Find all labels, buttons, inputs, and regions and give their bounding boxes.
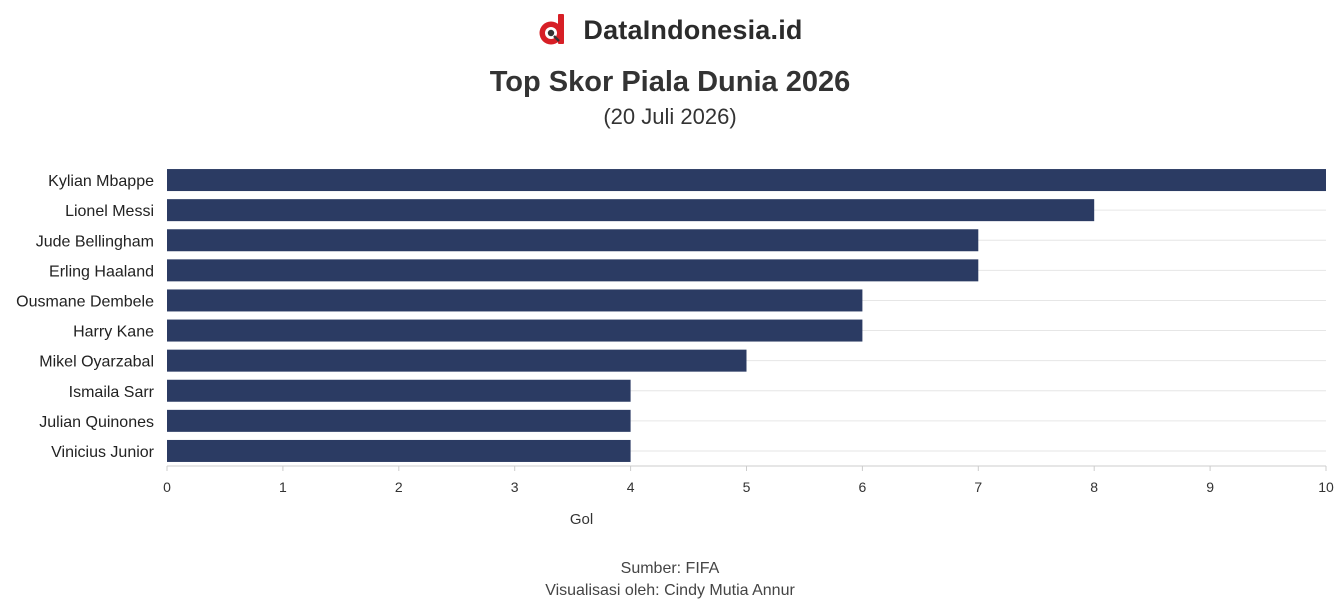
category-label: Ismaila Sarr [69, 384, 155, 401]
credits: Sumber: FIFA Visualisasi oleh: Cindy Mut… [0, 558, 1340, 602]
x-tick-label: 9 [1206, 479, 1214, 495]
visualization-credit: Visualisasi oleh: Cindy Mutia Annur [545, 582, 795, 599]
x-tick-label: 8 [1090, 479, 1098, 495]
data-indonesia-logo-icon [539, 14, 565, 45]
category-label: Vinicius Junior [51, 444, 155, 461]
x-tick-label: 4 [627, 479, 635, 495]
x-tick-label: 1 [279, 479, 287, 495]
category-label: Mikel Oyarzabal [39, 354, 154, 371]
x-tick-label: 5 [743, 479, 751, 495]
bar [167, 349, 747, 372]
x-tick-label: 10 [1318, 479, 1334, 495]
bar [167, 319, 863, 342]
x-axis-title: Gol [570, 511, 593, 528]
bar [167, 169, 1326, 192]
category-label: Lionel Messi [65, 203, 154, 220]
source-credit: Sumber: FIFA [620, 560, 720, 577]
bar [167, 379, 631, 402]
category-label: Kylian Mbappe [48, 173, 154, 190]
x-tick-label: 0 [163, 479, 171, 495]
x-tick-label: 7 [974, 479, 982, 495]
bar [167, 409, 631, 432]
bar [167, 229, 979, 252]
x-tick-label: 6 [859, 479, 867, 495]
chart-subtitle: (20 Juli 2026) [603, 104, 737, 129]
bar-chart: Kylian Mbappe Lionel Messi Jude Bellingham… [16, 169, 1334, 528]
x-tick-label: 3 [511, 479, 519, 495]
bar [167, 289, 863, 312]
bar [167, 199, 1095, 222]
category-label: Harry Kane [73, 324, 154, 341]
category-label: Ousmane Dembele [16, 293, 154, 310]
brand-header: DataIndonesia.id [0, 12, 1340, 48]
bar [167, 439, 631, 462]
brand-name: DataIndonesia.id [583, 14, 803, 45]
bar [167, 259, 979, 282]
category-label: Erling Haaland [49, 263, 154, 280]
category-label: Jude Bellingham [36, 233, 154, 250]
category-label: Julian Quinones [39, 414, 154, 431]
x-tick-label: 2 [395, 479, 403, 495]
chart-title: Top Skor Piala Dunia 2026 [489, 66, 851, 98]
